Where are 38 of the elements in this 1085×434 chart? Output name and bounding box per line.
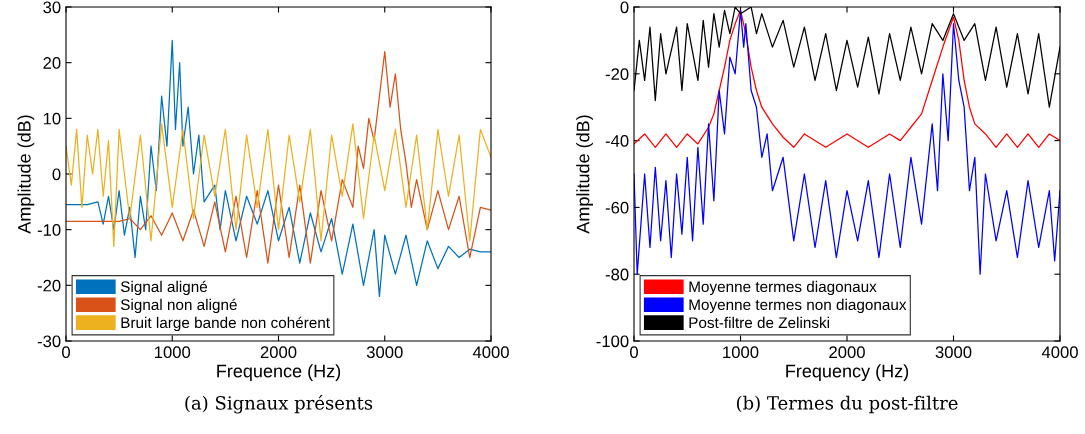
legend-label: Post-filtre de Zelinski (689, 316, 829, 329)
x-axis-title: Frequency (Hz) (786, 364, 909, 382)
x-axis-title: Frequence (Hz) (217, 364, 341, 382)
y-tick-label: -100 (596, 335, 629, 348)
legend-label: Bruit large bande non cohérent (121, 316, 330, 332)
text: (a) Signaux présents (185, 395, 373, 414)
line-series (66, 50, 491, 264)
x-tick-label: 2000 (829, 346, 865, 359)
legend-label: Signal non aligné (120, 298, 237, 314)
legend-label: Signal aligné (120, 280, 208, 296)
y-tick-label: -30 (37, 335, 61, 348)
x-tick-label: 3000 (366, 346, 403, 359)
line-series (66, 123, 491, 247)
y-tick-label: -40 (605, 135, 629, 147)
y-tick-label: 0 (620, 1, 629, 14)
y-tick-label: 20 (43, 57, 61, 69)
legend-label: Moyenne termes non diagonaux (689, 298, 907, 314)
y-tick-label: -60 (605, 201, 629, 214)
x-tick-label: 2000 (260, 346, 297, 359)
y-tick-label: -20 (605, 68, 629, 80)
x-tick-label: 0 (630, 346, 638, 359)
x-tick-label: 1000 (154, 346, 191, 359)
legend-label: Moyenne termes diagonaux (689, 280, 877, 296)
x-tick-label: 3000 (935, 346, 972, 359)
x-tick-label: 0 (62, 346, 70, 359)
y-tick-label: 30 (43, 1, 61, 14)
line-series (66, 39, 491, 298)
text: (b) Termes du post-filtre (736, 395, 958, 414)
x-tick-label: 1000 (723, 346, 759, 359)
y-tick-label: -10 (37, 224, 61, 236)
x-tick-label: 4000 (1041, 346, 1078, 359)
y-tick-label: 0 (52, 168, 61, 181)
y-axis-title: Amplitude (dB) (576, 115, 594, 234)
x-tick-label: 4000 (472, 346, 509, 359)
y-tick-label: -80 (605, 268, 629, 281)
y-tick-label: -20 (37, 279, 61, 292)
y-axis-title: Amplitude (dB) (17, 115, 35, 234)
y-tick-label: 10 (43, 112, 61, 125)
